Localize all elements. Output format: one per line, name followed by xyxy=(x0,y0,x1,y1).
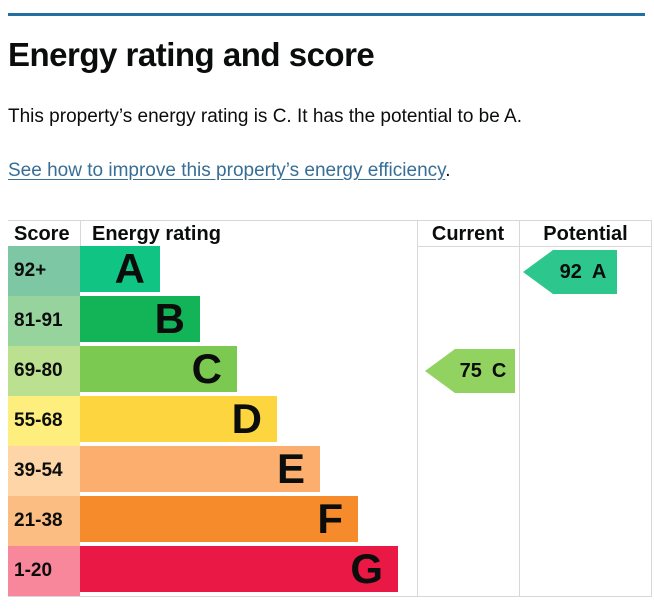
column-header-current: Current xyxy=(431,223,505,245)
score-range-d: 55-68 xyxy=(8,396,80,446)
band-bar-b: B xyxy=(80,296,200,342)
band-bar-g: G xyxy=(80,546,398,592)
column-header-energy-rating: Energy rating xyxy=(92,223,221,245)
band-bar-a: A xyxy=(80,246,160,292)
band-bar-e: E xyxy=(80,446,320,492)
intro-text: This property’s energy rating is C. It h… xyxy=(8,106,522,127)
score-range-g: 1-20 xyxy=(8,546,80,596)
band-letter-b: B xyxy=(154,295,185,342)
page-top-rule xyxy=(8,13,645,16)
header-divider xyxy=(80,221,81,246)
band-letter-c: C xyxy=(191,345,222,392)
band-row-a: 92+ A xyxy=(8,246,417,296)
current-score: 75 xyxy=(459,359,482,382)
potential-score: 92 xyxy=(559,260,582,283)
current-rating-arrow: 75 C xyxy=(425,349,515,393)
link-suffix: . xyxy=(445,160,451,181)
band-letter-e: E xyxy=(276,445,305,492)
band-bar-d: D xyxy=(80,396,277,442)
band-row-e: 39-54 E xyxy=(8,446,417,496)
column-header-potential: Potential xyxy=(543,223,628,245)
score-range-b: 81-91 xyxy=(8,296,80,346)
potential-band: A xyxy=(591,260,607,283)
band-letter-g: G xyxy=(350,545,383,592)
band-row-d: 55-68 D xyxy=(8,396,417,446)
band-bar-c: C xyxy=(80,346,237,392)
page-title: Energy rating and score xyxy=(8,36,375,73)
score-range-f: 21-38 xyxy=(8,496,80,546)
band-row-f: 21-38 F xyxy=(8,496,417,546)
energy-rating-chart: Score Energy rating Current Potential 92… xyxy=(8,220,652,597)
band-row-c: 69-80 C xyxy=(8,346,417,396)
gridline-potential-left xyxy=(519,221,520,596)
band-row-b: 81-91 B xyxy=(8,296,417,346)
gridline-current-left xyxy=(417,221,418,596)
column-header-score: Score xyxy=(14,223,70,245)
improve-efficiency-link[interactable]: See how to improve this property’s energ… xyxy=(8,160,446,181)
potential-rating-arrow: 92 A xyxy=(523,250,617,294)
band-bar-f: F xyxy=(80,496,358,542)
link-line: See how to improve this property’s energ… xyxy=(8,158,451,185)
gridline-right-edge xyxy=(651,221,652,596)
band-letter-d: D xyxy=(231,395,262,442)
score-range-e: 39-54 xyxy=(8,446,80,496)
band-row-g: 1-20 G xyxy=(8,546,417,596)
header-underline xyxy=(417,246,652,247)
score-range-c: 69-80 xyxy=(8,346,80,396)
band-letter-f: F xyxy=(317,495,343,542)
current-band: C xyxy=(491,359,507,382)
score-range-a: 92+ xyxy=(8,246,80,296)
band-letter-a: A xyxy=(114,245,145,292)
